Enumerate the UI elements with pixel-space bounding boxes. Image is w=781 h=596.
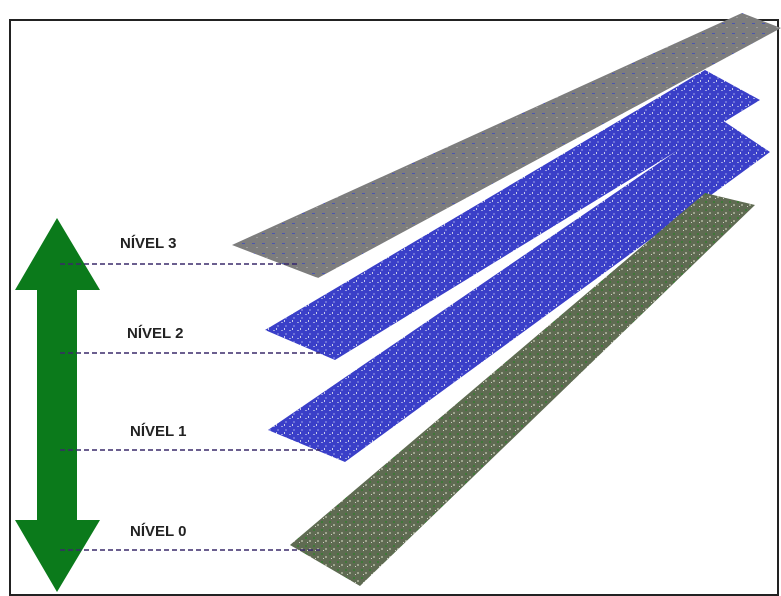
level-arrow (15, 218, 100, 592)
layer-3 (232, 13, 781, 278)
layer-2 (265, 70, 760, 360)
level-label: NÍVEL 1 (130, 423, 186, 440)
level-label: NÍVEL 3 (120, 235, 176, 252)
level-label: NÍVEL 0 (130, 523, 186, 540)
level-label: NÍVEL 2 (127, 325, 183, 342)
leaders (60, 263, 320, 551)
layer-1 (268, 120, 770, 462)
frame (9, 19, 779, 596)
layer-0 (290, 193, 755, 586)
